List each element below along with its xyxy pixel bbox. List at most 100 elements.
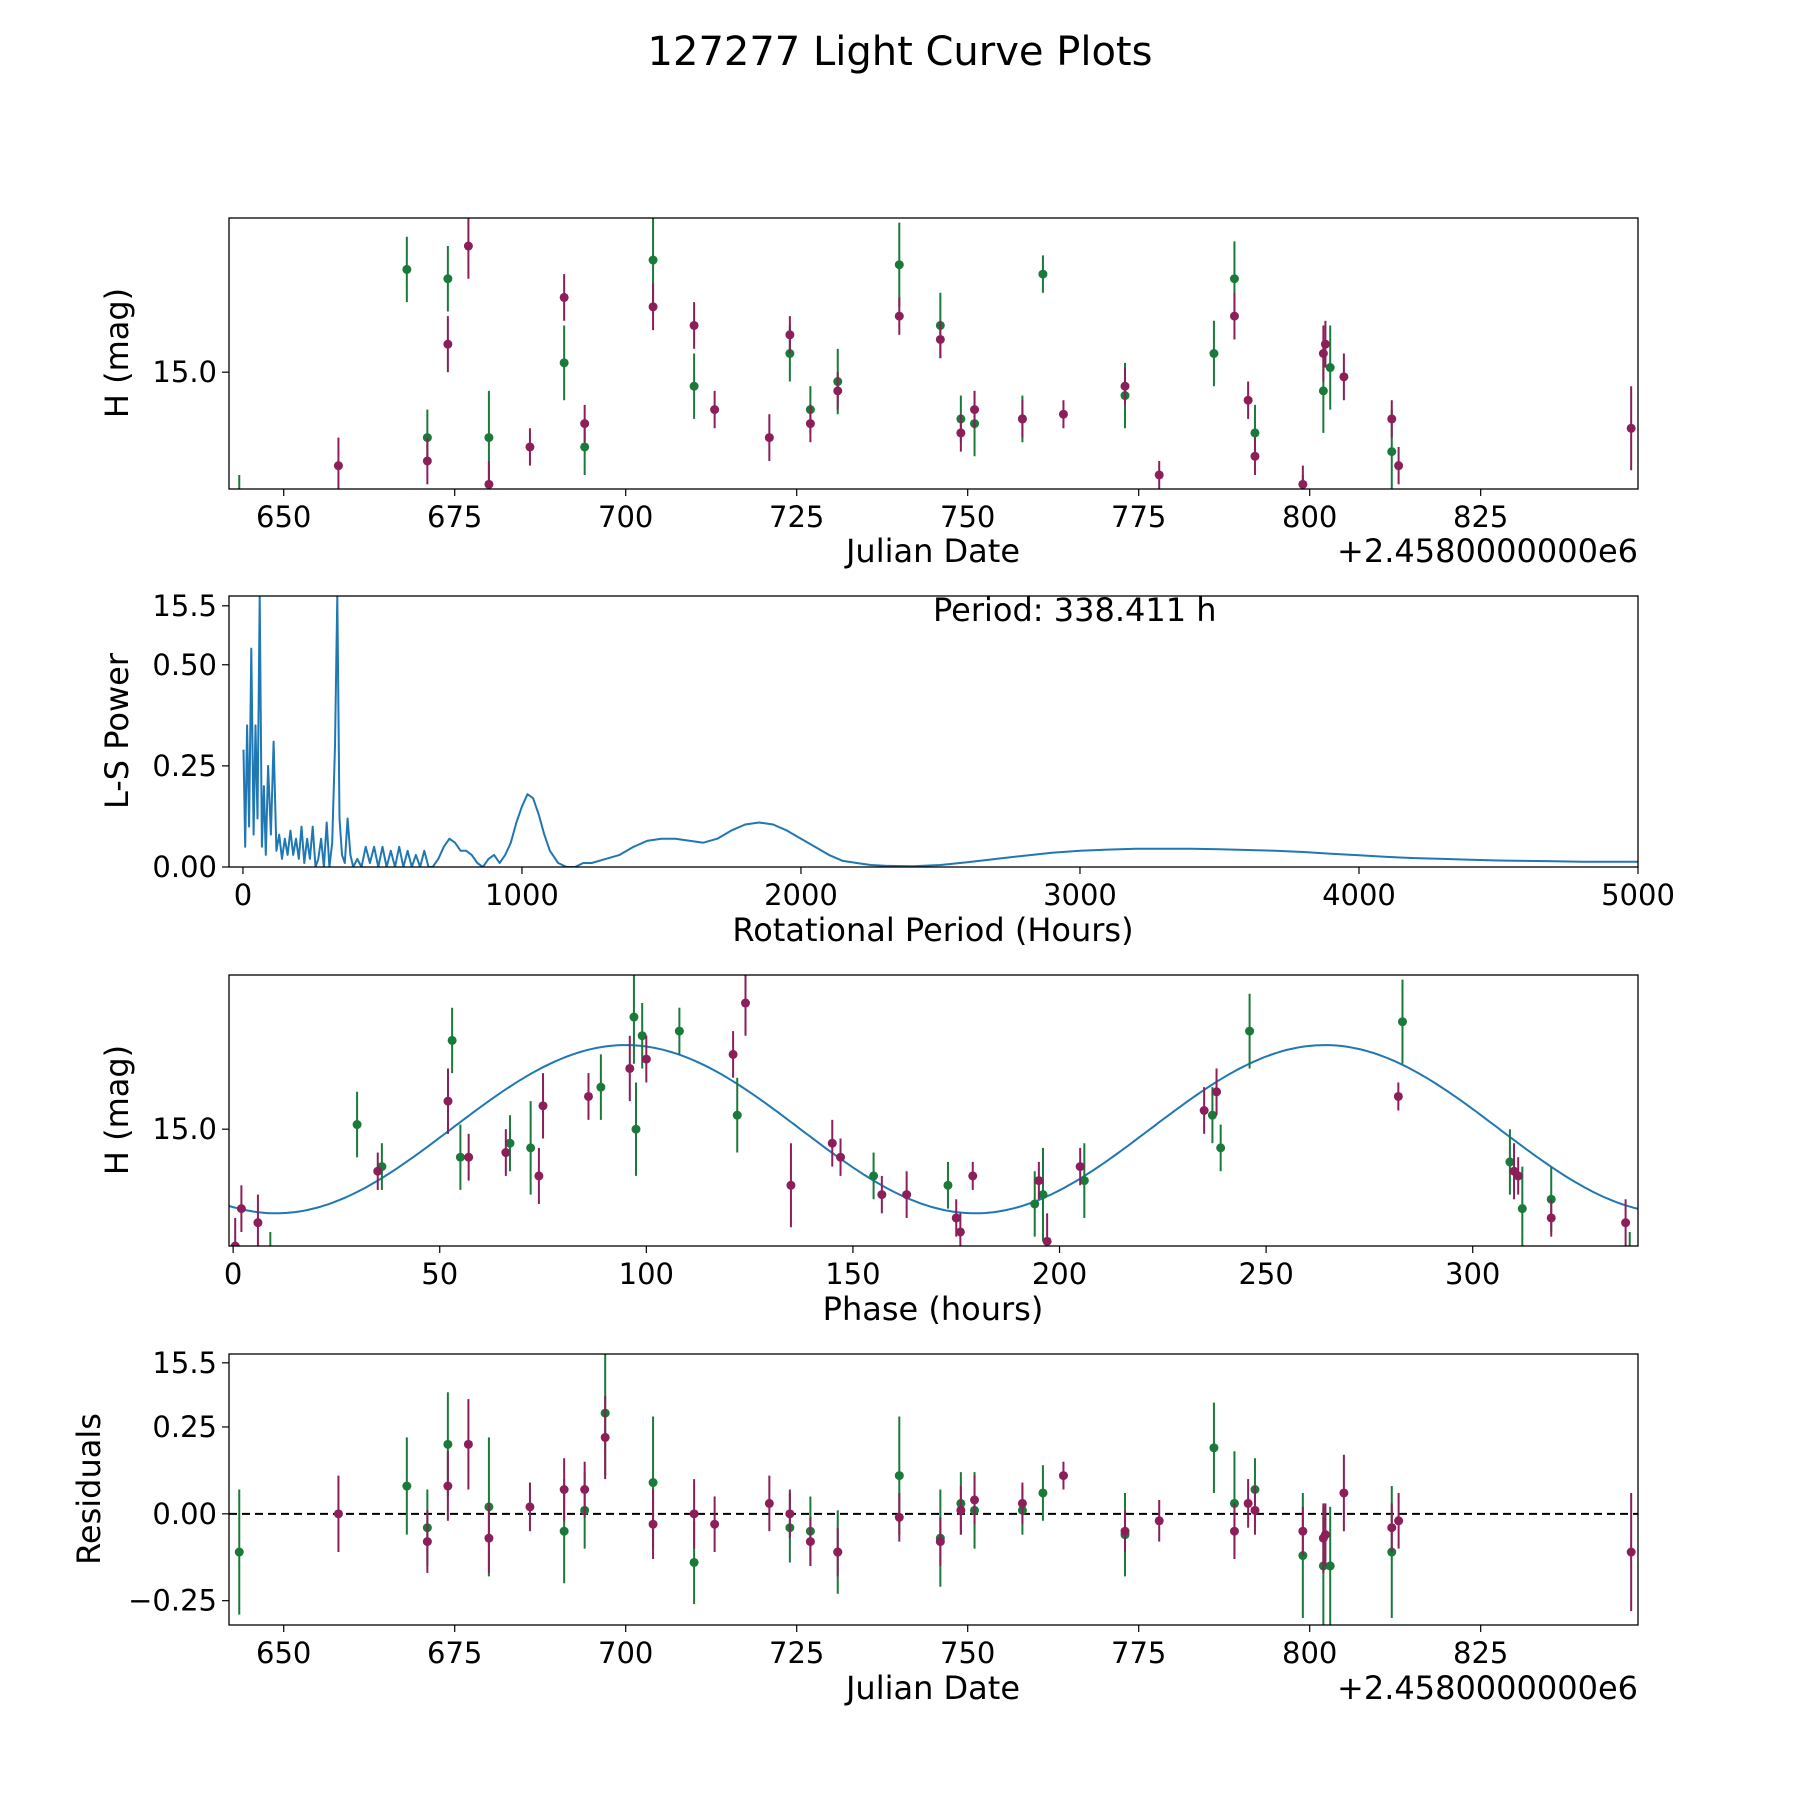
residuals-x-tick-label: 700 — [598, 1636, 653, 1670]
light-curve-magenta-point — [1250, 451, 1260, 461]
light-curve-green-point — [689, 381, 699, 391]
periodogram-marks — [242, 596, 1638, 867]
phase-folded-magenta-point — [373, 1166, 383, 1176]
periodogram-x-tick-label: 4000 — [1322, 878, 1396, 912]
figure-title: 127277 Light Curve Plots — [648, 29, 1153, 75]
light-curve-x-offset: +2.4580000000e6 — [1337, 532, 1638, 570]
phase-folded-green-point — [1030, 1199, 1040, 1209]
residuals-magenta-point — [1154, 1516, 1164, 1526]
periodogram-x-ticks: 0 1000 2000 3000 4000 5000 — [234, 867, 1675, 912]
light-curve-magenta-point — [601, 181, 610, 190]
light-curve-y-label: H (mag) — [98, 288, 136, 418]
light-curve-magenta-point — [1298, 479, 1308, 489]
phase-x-label: Phase (hours) — [823, 1290, 1044, 1328]
light-curve-x-label: Julian Date — [844, 532, 1020, 570]
light-curve-marks — [235, 181, 1636, 522]
phase-folded-magenta-point — [443, 1096, 453, 1106]
phase-folded-y-tick-label: 15.5 — [152, 1346, 217, 1380]
phase-folded-green-point — [1038, 1190, 1048, 1200]
light-curve-green-point — [1209, 349, 1219, 358]
residuals-magenta-point — [970, 1495, 980, 1505]
phase-folded-green-point — [732, 1110, 742, 1120]
residuals-magenta-point — [1243, 1498, 1253, 1508]
phase-marks — [229, 975, 1638, 1279]
light-curve-magenta-point — [785, 330, 795, 340]
light-curve-green-point — [1250, 428, 1260, 438]
phase-folded-magenta-point — [1034, 1176, 1044, 1186]
residuals-magenta-point — [689, 1509, 699, 1519]
phase-folded-green-point — [1397, 1017, 1407, 1027]
phase-folded-x-tick-label: 300 — [1445, 1257, 1500, 1291]
phase-panel: 0 50 100 150 200 250 300 15.5 15.0 Phase (hours… — [98, 974, 1639, 1380]
phase-folded-y-tick-label: 15.0 — [152, 1112, 217, 1146]
residuals-magenta-point — [484, 1533, 494, 1543]
residuals-magenta-point — [1320, 1530, 1330, 1540]
phase-folded-magenta-point — [728, 1049, 738, 1059]
phase-folded-green-point — [1505, 1157, 1515, 1167]
light-curve-magenta-point — [833, 386, 843, 396]
phase-folded-plot-area — [229, 975, 1638, 1279]
periodogram-panel: 0 1000 2000 3000 4000 5000 0.00 0.25 0.50 Perio… — [98, 591, 1675, 949]
sinusoid-fit-line — [229, 1044, 1638, 1215]
residuals-plot-area — [229, 1354, 1638, 1625]
phase-folded-magenta-point — [230, 1241, 240, 1246]
light-curve-y-ticks: 15.5 15.0 — [152, 355, 229, 623]
light-curve-x-ticks: 650 675 700 725 750 775 800 825 — [256, 489, 1508, 534]
light-curve-magenta-point — [1154, 470, 1164, 480]
phase-folded-green-point — [637, 1031, 647, 1041]
light-curve-x-tick-label: 775 — [1111, 500, 1166, 534]
phase-folded-magenta-point — [1075, 1162, 1085, 1172]
light-curve-green-point — [1229, 274, 1239, 284]
periodogram-x-tick-label: 1000 — [485, 878, 559, 912]
phase-folded-magenta-point — [955, 1227, 965, 1237]
light-curve-magenta-point — [1017, 414, 1027, 424]
light-curve-magenta-point — [648, 302, 658, 312]
light-curve-green-point — [1387, 447, 1397, 457]
light-curve-magenta-point — [1626, 423, 1636, 433]
phase-folded-magenta-point — [786, 1180, 796, 1190]
residuals-x-tick-label: 800 — [1282, 1636, 1337, 1670]
periodogram-x-label: Rotational Period (Hours) — [732, 911, 1133, 949]
phase-folded-green-point — [505, 1138, 515, 1148]
light-curve-magenta-point — [956, 428, 966, 438]
light-curve-magenta-point — [484, 479, 494, 489]
periodogram-y-tick-label: 0.50 — [152, 648, 217, 682]
residuals-x-tick-label: 650 — [256, 1636, 311, 1670]
phase-folded-green-point — [1625, 1270, 1634, 1279]
phase-folded-x-tick-label: 50 — [421, 1257, 458, 1291]
residuals-x-tick-label: 825 — [1453, 1636, 1508, 1670]
phase-folded-green-point — [631, 1124, 641, 1134]
phase-axes-frame — [228, 974, 1639, 1247]
phase-folded-magenta-point — [464, 1152, 474, 1162]
phase-folded-magenta-point — [625, 1063, 635, 1073]
light-curve-green-point — [648, 255, 658, 265]
residuals-green-point — [689, 1557, 699, 1567]
light-curve-magenta-point — [1320, 339, 1330, 349]
phase-folded-magenta-point — [1546, 1213, 1556, 1223]
phase-folded-green-point — [455, 1152, 465, 1162]
phase-folded-green-point — [1207, 1110, 1217, 1120]
light-curve-green-point — [580, 442, 590, 452]
phase-folded-magenta-point — [534, 1171, 544, 1181]
light-curve-green-point — [559, 358, 569, 368]
light-curve-magenta-point — [1339, 372, 1349, 382]
phase-folded-magenta-point — [1042, 1236, 1052, 1246]
phase-folded-x-tick-label: 100 — [619, 1257, 674, 1291]
phase-folded-magenta-point — [827, 1138, 837, 1148]
residuals-y-tick-label: 0.25 — [152, 1410, 217, 1444]
residuals-magenta-point — [1250, 1505, 1260, 1515]
light-curve-magenta-point — [935, 334, 945, 344]
residuals-green-point — [402, 1481, 412, 1491]
phase-folded-green-point — [1517, 1204, 1527, 1214]
phase-folded-magenta-point — [1212, 1087, 1222, 1097]
phase-folded-green-point — [869, 1171, 879, 1181]
light-curve-magenta-point — [525, 442, 535, 452]
phase-folded-green-point — [447, 1035, 457, 1045]
phase-folded-green-point — [352, 1120, 362, 1130]
light-curve-green-point — [235, 513, 244, 522]
phase-x-ticks: 0 50 100 150 200 250 300 — [224, 1246, 1500, 1291]
light-curve-panel: 650 675 700 725 750 775 800 825 15.5 15.0 Julian… — [98, 181, 1639, 623]
light-curve-green-point — [484, 433, 494, 443]
phase-folded-green-point — [266, 1270, 275, 1279]
